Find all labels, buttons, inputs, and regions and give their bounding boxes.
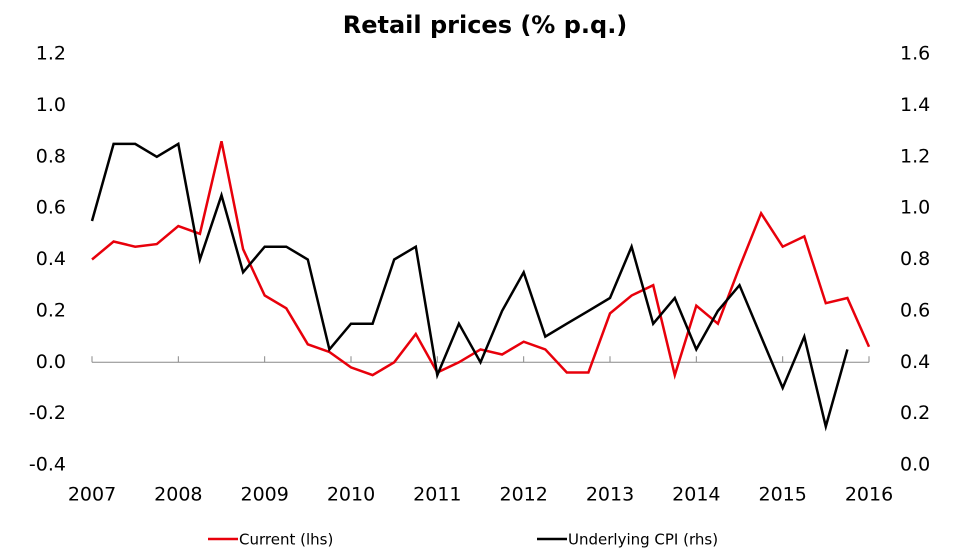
x-tick-label: 2010 — [327, 484, 375, 506]
y2-tick-label: 1.0 — [900, 197, 930, 219]
x-tick-label: 2011 — [413, 484, 461, 506]
y-tick-label: -0.4 — [29, 454, 66, 476]
y2-tick-label: 0.6 — [900, 299, 930, 321]
y2-tick-label: 1.2 — [900, 145, 930, 167]
y-tick-label: 1.2 — [36, 43, 66, 65]
x-tick-label: 2009 — [240, 484, 288, 506]
legend-label: Underlying CPI (rhs) — [568, 531, 718, 549]
y-tick-label: 0.6 — [36, 197, 66, 219]
y-tick-label: 0.8 — [36, 145, 66, 167]
x-tick-label: 2013 — [586, 484, 634, 506]
y2-tick-label: 0.2 — [900, 402, 930, 424]
y-tick-label: 0.4 — [36, 248, 66, 270]
series-line — [91, 141, 871, 380]
x-tick-label: 2012 — [499, 484, 547, 506]
y2-tick-label: 0.8 — [900, 248, 930, 270]
y-tick-label: 0.0 — [36, 351, 66, 373]
y-tick-label: 1.0 — [36, 94, 66, 116]
y-tick-label: 0.2 — [36, 299, 66, 321]
x-tick-label: 2015 — [758, 484, 806, 506]
legend-label: Current (lhs) — [239, 531, 333, 549]
y2-tick-label: 0.0 — [900, 454, 930, 476]
y2-tick-label: 0.4 — [900, 351, 930, 373]
y2-tick-label: 1.4 — [900, 94, 930, 116]
series-line — [90, 141, 849, 432]
x-tick-label: 2007 — [68, 484, 116, 506]
y-tick-label: -0.2 — [29, 402, 66, 424]
x-tick-label: 2008 — [154, 484, 202, 506]
x-tick-label: 2014 — [672, 484, 720, 506]
y2-tick-label: 1.6 — [900, 43, 930, 65]
x-tick-label: 2016 — [845, 484, 893, 506]
chart-title: Retail prices (% p.q.) — [343, 11, 628, 39]
